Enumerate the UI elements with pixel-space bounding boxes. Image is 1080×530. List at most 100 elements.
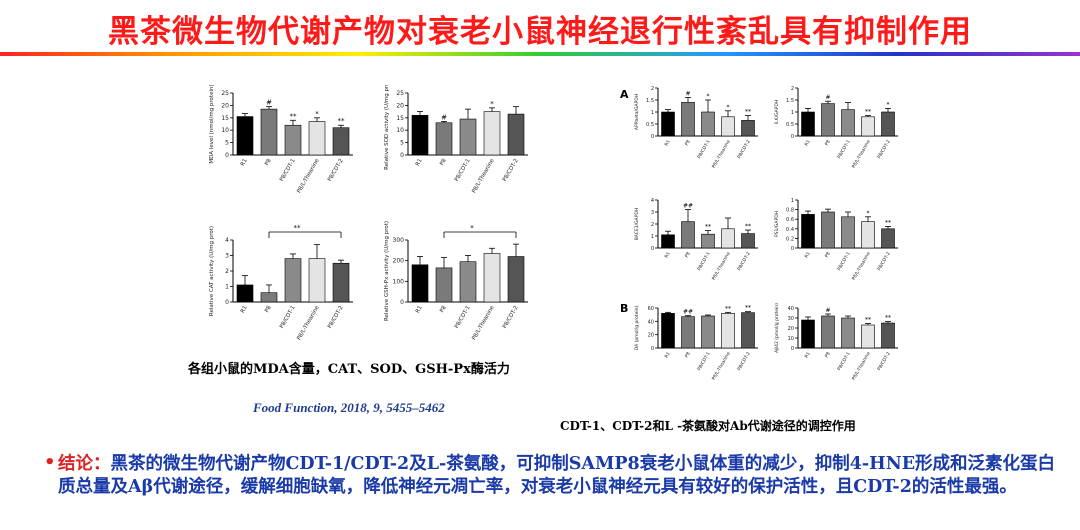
significance-mark: * — [470, 224, 474, 232]
bar-R1 — [411, 264, 429, 303]
bar-P8/CDT-1 — [701, 111, 715, 137]
chart-ps1: 0 0.2 0.4 0.6 0.8 1 PS1/GAPDH R1 P8 P8/CDT-1 * P8/L… — [774, 198, 898, 281]
rainbow-divider — [0, 52, 1080, 56]
y-axis-label: Aβ42 (pmol/g protein) — [774, 303, 780, 353]
bar-P8/L-Theanine — [483, 253, 501, 303]
bar-P8/L-Theanine — [308, 258, 326, 303]
x-tick-label: P8/CDT-2 — [876, 251, 892, 272]
citation: Food Function, 2018, 9, 5455–5462 — [253, 400, 445, 415]
significance-mark: * — [707, 93, 710, 100]
x-tick-label: P8/L-Theanine — [851, 139, 872, 170]
right-figure-caption: CDT-1、CDT-2和L -茶氨酸对Ab代谢途径的调控作用 — [560, 419, 856, 433]
chart-appbeta: 0 0.5 1 1.5 2 APPbeta/GAPDH R1 # P8 * P8/CDT-1 * P8/… — [634, 86, 758, 169]
bar-P8/CDT-1 — [841, 317, 855, 349]
y-tick-label: 0 — [651, 246, 654, 252]
x-tick-label: R1 — [415, 158, 424, 167]
y-tick-label: 1 — [651, 234, 654, 240]
x-tick-label: P8/L-Theanine — [296, 157, 321, 194]
y-tick-label: 0 — [400, 299, 404, 306]
y-axis-label: ILK/GAPDH — [774, 100, 780, 124]
panel-label-a: A — [620, 88, 629, 101]
y-tick-label: 2 — [651, 222, 654, 228]
y-tick-label: 0.8 — [786, 208, 794, 214]
x-tick-label: P8/CDT-1 — [279, 305, 297, 330]
x-tick-label: P8/CDT-1 — [836, 251, 852, 272]
x-tick-label: R1 — [804, 351, 812, 359]
bar-P8 — [821, 211, 835, 249]
significance-mark: ** — [865, 109, 871, 116]
chart-ilk: 0 0.5 1 1.5 2 ILK/GAPDH R1 # P8 P8/CDT-1 ** P8/L-Th… — [774, 86, 898, 170]
bar-P8/CDT-2 — [507, 113, 525, 156]
bar-R1 — [236, 116, 254, 156]
bar-P8/CDT-2 — [332, 262, 350, 303]
significance-mark: ** — [294, 224, 302, 232]
x-tick-label: P8 — [824, 139, 832, 147]
x-tick-label: P8 — [439, 305, 448, 314]
significance-mark: ** — [865, 317, 871, 324]
significance-mark: ** — [885, 315, 891, 322]
x-tick-label: P8/CDT-2 — [876, 139, 892, 160]
bar-P8/L-Theanine — [861, 221, 875, 249]
y-tick-label: 0 — [225, 152, 229, 159]
panel-label-b: B — [620, 302, 629, 315]
bar-P8/CDT-2 — [332, 127, 350, 156]
x-tick-label: P8/L-Theanine — [296, 304, 321, 341]
y-tick-label: 15 — [396, 115, 404, 122]
y-tick-label: 20 — [396, 102, 404, 109]
y-tick-label: 0 — [651, 346, 654, 352]
y-tick-label: 300 — [393, 237, 405, 244]
x-tick-label: P8/CDT-2 — [876, 351, 892, 372]
significance-mark: * — [490, 100, 494, 108]
y-tick-label: 0.4 — [786, 227, 794, 233]
y-tick-label: 30 — [788, 316, 794, 322]
bar-R1 — [661, 234, 675, 249]
conclusion-keyword: 结论： — [58, 454, 111, 474]
bar-P8/CDT-1 — [459, 118, 477, 156]
bar-R1 — [661, 313, 675, 349]
y-axis-label: APPbeta/GAPDH — [634, 94, 640, 130]
y-tick-label: 1 — [225, 284, 229, 291]
chart-bace1: 0 1 2 3 4 BACE1/GAPDH R1 ## P8 ** P8/CDT-1 P8/L-The… — [634, 198, 758, 282]
y-tick-label: 40 — [648, 319, 654, 325]
bar-P8/CDT-2 — [741, 120, 755, 137]
significance-mark: * — [887, 101, 890, 108]
x-tick-label: P8 — [824, 251, 832, 259]
bar-R1 — [411, 115, 429, 156]
bar-R1 — [801, 214, 815, 249]
significance-mark: # — [266, 99, 272, 107]
significance-mark: * — [727, 104, 730, 111]
x-tick-label: P8/CDT-1 — [454, 158, 472, 183]
significance-mark: ## — [683, 309, 693, 316]
x-tick-label: R1 — [804, 251, 812, 259]
x-tick-label: P8/CDT-1 — [454, 305, 472, 330]
y-tick-label: 10 — [221, 127, 229, 134]
y-tick-label: 1 — [651, 110, 654, 116]
y-tick-label: 1 — [791, 198, 794, 204]
bar-P8/L-Theanine — [861, 116, 875, 137]
y-axis-label: Relative CAT activity (U/mg prot) — [209, 226, 215, 316]
bar-P8/CDT-1 — [459, 261, 477, 303]
x-tick-label: P8 — [684, 139, 692, 147]
conclusion-text: 黑茶的微生物代谢产物CDT-1/CDT-2及L-茶氨酸，可抑制SAMP8衰老小鼠… — [58, 454, 1056, 497]
x-tick-label: R1 — [240, 305, 249, 314]
y-tick-label: 15 — [221, 115, 229, 122]
significance-mark: ** — [290, 112, 298, 120]
chart-sod: 0 5 10 15 20 25 Relative SOD activity (U/mg pr… — [384, 85, 528, 194]
y-tick-label: 0 — [791, 134, 794, 140]
y-tick-label: 0 — [791, 246, 794, 252]
y-tick-label: 40 — [788, 306, 794, 312]
y-tick-label: 2 — [651, 86, 654, 92]
significance-mark: * — [867, 210, 870, 217]
y-tick-label: 0 — [400, 152, 404, 159]
y-tick-label: 4 — [225, 237, 229, 244]
x-tick-label: P8/CDT-2 — [327, 305, 345, 330]
x-tick-label: P8/L-Theanine — [711, 251, 732, 282]
y-tick-label: 200 — [393, 258, 405, 265]
significance-mark: # — [825, 94, 830, 101]
bar-P8 — [681, 102, 695, 137]
y-tick-label: 20 — [648, 333, 654, 339]
bar-P8/L-Theanine — [721, 116, 735, 137]
significance-mark: ** — [885, 219, 891, 226]
bar-P8 — [435, 122, 453, 156]
